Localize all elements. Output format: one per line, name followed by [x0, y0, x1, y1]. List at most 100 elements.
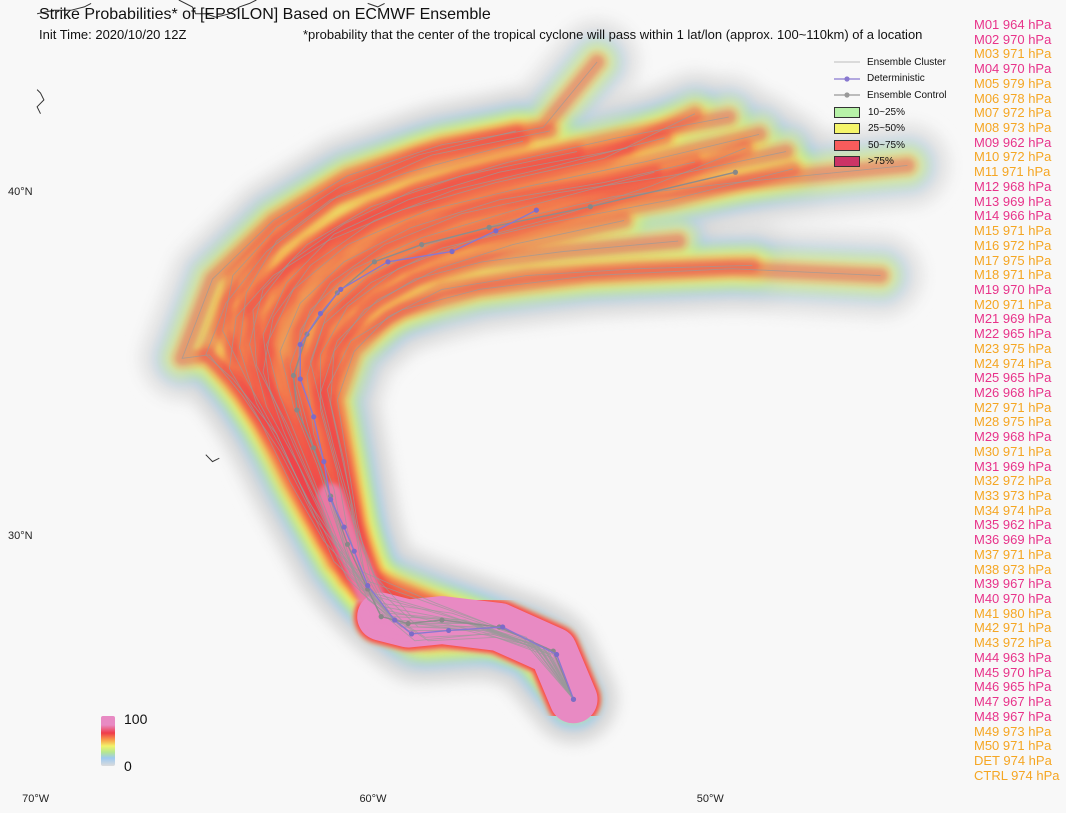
- ensemble-track-7: [326, 268, 881, 700]
- member-m32: M32 972 hPa: [974, 473, 1052, 489]
- lon-label: 70°W: [22, 793, 50, 805]
- deterministic-point: [341, 524, 347, 530]
- probability-note: *probability that the center of the trop…: [303, 27, 923, 42]
- member-m40: M40 970 hPa: [974, 591, 1052, 607]
- legend-label: 50~75%: [868, 139, 905, 151]
- ensemble-track-19: [320, 147, 746, 700]
- member-m30: M30 971 hPa: [974, 443, 1052, 459]
- probability-swath: [137, 17, 953, 745]
- member-m38: M38 973 hPa: [974, 561, 1052, 577]
- member-m27: M27 971 hPa: [974, 399, 1052, 415]
- band4-swatch-icon: [834, 156, 860, 168]
- member-m15: M15 971 hPa: [974, 223, 1052, 239]
- control-point: [344, 541, 351, 547]
- control-point: [294, 407, 300, 413]
- legend-band-25-50: 25~50%: [834, 120, 964, 137]
- control-point: [439, 617, 445, 623]
- probability-color-scale: 100 0: [101, 711, 161, 774]
- init-time: Init Time: 2020/10/20 12Z: [39, 27, 187, 42]
- deterministic-point: [554, 651, 560, 658]
- member-pressure-list: M01 964 hPa M02 970 hPa M03 971 hPa M04 970…: [974, 17, 1066, 783]
- control-point: [290, 372, 297, 379]
- coastline-1: [178, 0, 257, 18]
- legend: Ensemble Cluster Deterministic Ensemble …: [834, 54, 964, 170]
- member-m46: M46 965 hPa: [974, 679, 1052, 695]
- member-m13: M13 969 hPa: [974, 193, 1052, 209]
- deterministic-track-line: [299, 209, 575, 700]
- deterministic-point: [408, 631, 415, 637]
- legend-label: >75%: [868, 156, 894, 168]
- control-point: [587, 204, 593, 210]
- member-det: DET 974 hPa: [974, 752, 1052, 768]
- legend-label: Deterministic: [867, 73, 925, 85]
- deterministic-point: [570, 696, 577, 702]
- ensemble-cluster-tracks: [181, 61, 908, 700]
- coastline-4: [205, 454, 220, 463]
- lat-label: 30°N: [8, 530, 33, 543]
- member-m45: M45 970 hPa: [974, 664, 1052, 680]
- member-m41: M41 980 hPa: [974, 605, 1052, 621]
- deterministic-point: [321, 459, 327, 465]
- ensemble-track-9: [279, 161, 695, 700]
- chart-title: Strike Probabilities* of [EPSILON] Based…: [39, 6, 491, 23]
- deterministic-point: [297, 376, 303, 382]
- deterministic-point: [446, 627, 452, 634]
- member-m07: M07 972 hPa: [974, 105, 1052, 121]
- member-m20: M20 971 hPa: [974, 296, 1052, 312]
- legend-label: Ensemble Control: [867, 89, 947, 101]
- coastline-2: [367, 2, 385, 8]
- member-m19: M19 970 hPa: [974, 281, 1052, 297]
- member-m25: M25 965 hPa: [974, 370, 1052, 386]
- member-m37: M37 971 hPa: [974, 546, 1052, 562]
- deterministic-point: [385, 259, 391, 265]
- color-scale-bar: [101, 716, 115, 766]
- deterministic-point: [317, 310, 324, 317]
- ensemble-track-10: [181, 61, 598, 700]
- control-point: [378, 614, 384, 620]
- ensemble-track-17: [222, 130, 574, 700]
- control-point: [311, 445, 317, 451]
- deterministic-point: [327, 496, 334, 503]
- coastline-3: [36, 89, 45, 114]
- deterministic-point: [392, 617, 398, 623]
- member-m02: M02 970 hPa: [974, 31, 1052, 47]
- deterministic-point: [338, 286, 344, 292]
- deterministic-point: [297, 341, 303, 348]
- member-m01: M01 964 hPa: [974, 17, 1052, 32]
- member-m18: M18 971 hPa: [974, 267, 1052, 283]
- band2-swatch-icon: [834, 123, 860, 135]
- deterministic-point: [365, 583, 371, 589]
- member-m22: M22 965 hPa: [974, 326, 1052, 342]
- deterministic-point: [500, 624, 506, 630]
- scale-min-label: 0: [124, 758, 132, 774]
- ensemble-track-15: [266, 133, 760, 700]
- deterministic-line-icon: [834, 73, 860, 85]
- ensemble-track-13: [309, 164, 908, 700]
- coastlines: [36, 0, 385, 463]
- member-m36: M36 969 hPa: [974, 532, 1052, 548]
- member-m05: M05 979 hPa: [974, 75, 1052, 91]
- lon-label: 50°W: [696, 793, 724, 805]
- band3-swatch-icon: [834, 139, 860, 151]
- deterministic-point: [533, 207, 539, 213]
- lat-label: 40°N: [8, 185, 33, 198]
- member-m29: M29 968 hPa: [974, 429, 1052, 445]
- ensemble-track-12: [262, 137, 665, 700]
- control-point: [371, 259, 378, 265]
- member-m21: M21 969 hPa: [974, 311, 1052, 327]
- ensemble-line-icon: [834, 56, 860, 68]
- member-m12: M12 968 hPa: [974, 178, 1052, 194]
- ensemble-track-14: [252, 116, 729, 700]
- member-m43: M43 972 hPa: [974, 635, 1052, 651]
- member-m48: M48 967 hPa: [974, 708, 1052, 724]
- member-m16: M16 972 hPa: [974, 237, 1052, 253]
- control-point: [732, 169, 739, 175]
- member-m44: M44 963 hPa: [974, 649, 1052, 665]
- member-m47: M47 967 hPa: [974, 694, 1052, 710]
- legend-label: 25~50%: [868, 123, 905, 135]
- member-m50: M50 971 hPa: [974, 738, 1052, 754]
- legend-ensemble-control: Ensemble Control: [834, 87, 964, 104]
- member-m49: M49 973 hPa: [974, 723, 1052, 739]
- member-m08: M08 973 hPa: [974, 120, 1052, 136]
